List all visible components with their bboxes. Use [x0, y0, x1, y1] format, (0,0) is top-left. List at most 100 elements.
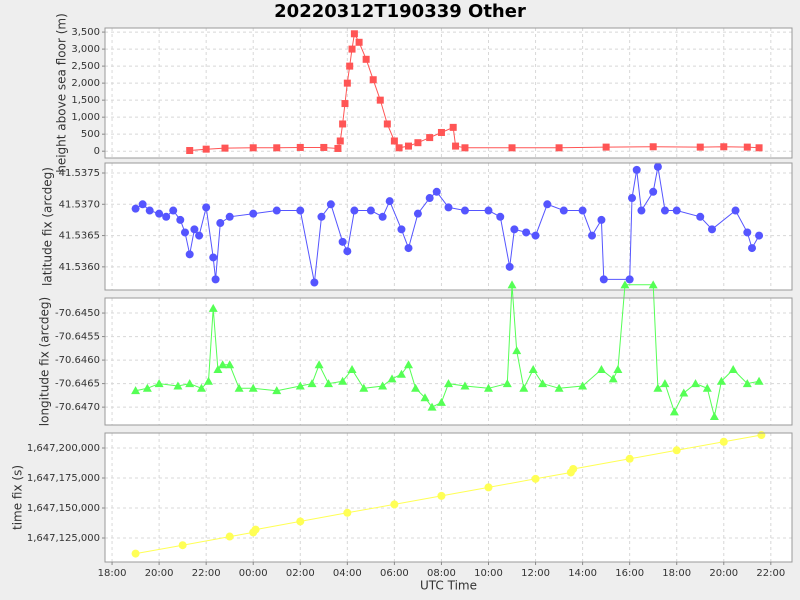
marker [249, 144, 257, 152]
y-tick-label: 41.5375 [59, 168, 100, 179]
marker [180, 228, 189, 237]
y-tick-label: 3,500 [71, 27, 100, 38]
marker [507, 280, 517, 289]
x-tick-label: 16:00 [615, 568, 644, 579]
marker [608, 374, 618, 383]
marker [350, 30, 358, 38]
y-axis-label: time fix (s) [11, 465, 25, 530]
x-tick-label: 02:00 [286, 568, 315, 579]
marker [538, 379, 548, 388]
marker [716, 376, 726, 385]
marker [436, 397, 446, 406]
marker [334, 144, 342, 152]
y-tick-label: 1,647,150,000 [27, 503, 100, 514]
marker [343, 508, 352, 517]
marker [691, 379, 701, 388]
y-axis-label: latitude fix (arcdeg) [41, 167, 55, 286]
marker [531, 474, 540, 483]
marker [204, 376, 214, 385]
marker [696, 212, 705, 221]
marker [632, 165, 641, 174]
marker [336, 137, 344, 145]
marker [221, 144, 229, 152]
marker [588, 231, 597, 240]
marker [449, 123, 457, 131]
marker [211, 275, 220, 284]
marker [169, 206, 178, 215]
marker [411, 383, 421, 392]
marker [138, 200, 147, 209]
x-tick-label: 06:00 [380, 568, 409, 579]
marker [185, 250, 194, 259]
marker [131, 549, 140, 558]
y-tick-label: 2,500 [71, 61, 100, 72]
marker [404, 360, 414, 369]
marker [296, 206, 305, 215]
marker [154, 379, 164, 388]
y-tick-label: 41.5360 [59, 262, 100, 273]
y-tick-label: 1,000 [71, 112, 100, 123]
x-tick-label: 22:00 [756, 568, 785, 579]
marker [569, 465, 578, 473]
marker [405, 142, 413, 150]
marker [414, 139, 422, 147]
y-tick-label: -70.6465 [55, 379, 100, 390]
marker [484, 206, 493, 215]
y-tick-label: 2,000 [71, 78, 100, 89]
marker [273, 144, 281, 152]
marker [702, 383, 712, 392]
plot-border [104, 27, 793, 159]
marker [272, 206, 281, 215]
marker [512, 346, 522, 355]
marker [731, 206, 740, 215]
marker [669, 407, 679, 416]
marker [178, 541, 187, 550]
marker [519, 383, 529, 392]
y-tick-label: 1,647,200,000 [27, 443, 100, 454]
marker [324, 379, 334, 388]
x-tick-label: 22:00 [192, 568, 221, 579]
marker [599, 275, 608, 284]
marker [378, 381, 388, 390]
x-tick-label: 08:00 [427, 568, 456, 579]
marker [348, 45, 356, 53]
marker [155, 209, 164, 218]
marker [347, 364, 357, 373]
marker [378, 212, 387, 221]
marker [554, 383, 564, 392]
marker [366, 206, 375, 215]
marker [362, 55, 370, 63]
marker [326, 200, 335, 209]
marker [696, 143, 704, 151]
marker [385, 197, 394, 206]
y-tick-label: 3,000 [71, 44, 100, 55]
marker [672, 206, 681, 215]
marker [376, 96, 384, 104]
marker [195, 231, 204, 240]
x-tick-label: 18:00 [98, 568, 127, 579]
x-tick-label: 14:00 [568, 568, 597, 579]
marker [461, 144, 469, 152]
plot-border [104, 297, 793, 426]
marker [320, 143, 328, 151]
marker [637, 206, 646, 215]
marker [559, 206, 568, 215]
marker [359, 383, 369, 392]
marker [196, 383, 206, 392]
marker [369, 76, 377, 84]
marker [395, 144, 403, 152]
y-tick-label: 41.5370 [59, 199, 100, 210]
marker [460, 206, 469, 215]
marker [444, 203, 453, 212]
marker [225, 212, 234, 221]
marker [213, 364, 223, 373]
marker [202, 145, 210, 153]
marker [625, 454, 634, 463]
marker [209, 253, 218, 262]
marker [452, 142, 460, 150]
marker [307, 379, 317, 388]
marker [743, 143, 751, 151]
marker [602, 143, 610, 151]
marker [131, 204, 140, 213]
